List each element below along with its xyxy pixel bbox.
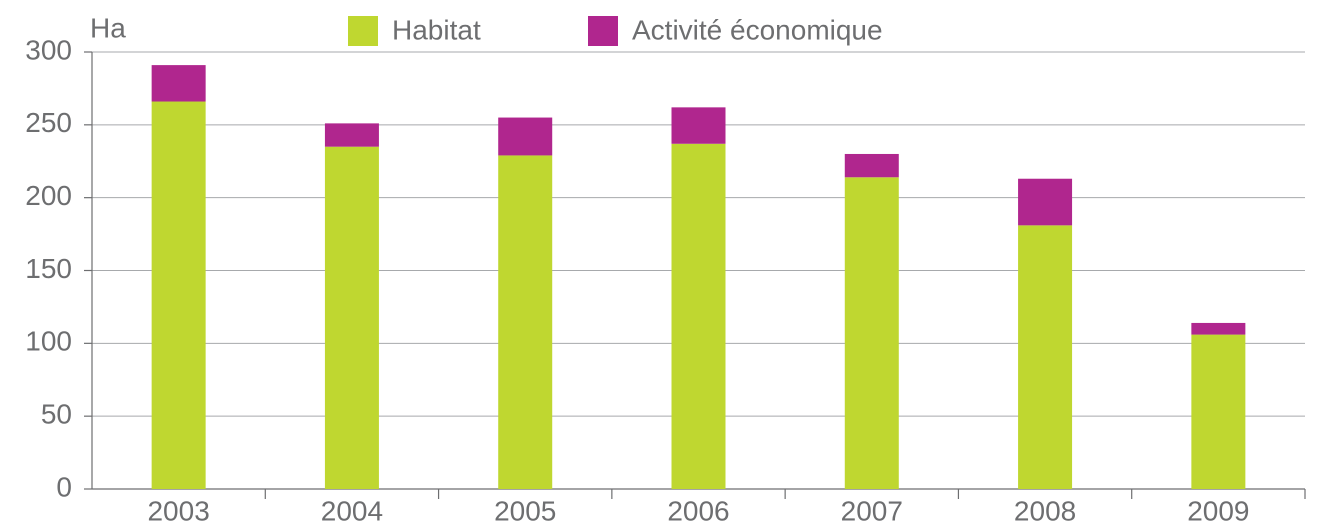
bar-segment (498, 155, 553, 489)
y-tick-label: 0 (56, 471, 72, 502)
bar-segment (151, 65, 206, 102)
bar-segment (1191, 334, 1246, 489)
bar-segment (1018, 178, 1073, 226)
bar-segment (324, 146, 379, 489)
y-tick-label: 300 (25, 34, 72, 65)
bar-segment (324, 123, 379, 147)
x-tick-label: 2004 (321, 495, 383, 526)
legend-swatch (348, 16, 378, 46)
x-tick-label: 2008 (1014, 495, 1076, 526)
bar-segment (844, 177, 899, 490)
bar-segment (1018, 225, 1073, 490)
y-tick-label: 150 (25, 253, 72, 284)
bar-segment (498, 117, 553, 156)
y-tick-label: 250 (25, 107, 72, 138)
legend-label: Activité économique (632, 14, 883, 45)
y-tick-label: 200 (25, 180, 72, 211)
y-axis-label: Ha (90, 12, 126, 43)
bar-segment (1191, 322, 1246, 335)
legend-label: Habitat (392, 14, 481, 45)
legend-swatch (588, 16, 618, 46)
x-tick-label: 2009 (1187, 495, 1249, 526)
x-tick-label: 2005 (494, 495, 556, 526)
x-tick-label: 2003 (147, 495, 209, 526)
y-tick-label: 100 (25, 326, 72, 357)
x-tick-label: 2006 (667, 495, 729, 526)
bar-segment (671, 107, 726, 144)
bar-segment (151, 101, 206, 489)
x-tick-label: 2007 (841, 495, 903, 526)
y-tick-label: 50 (41, 399, 72, 430)
bar-segment (844, 153, 899, 178)
bar-segment (671, 143, 726, 489)
